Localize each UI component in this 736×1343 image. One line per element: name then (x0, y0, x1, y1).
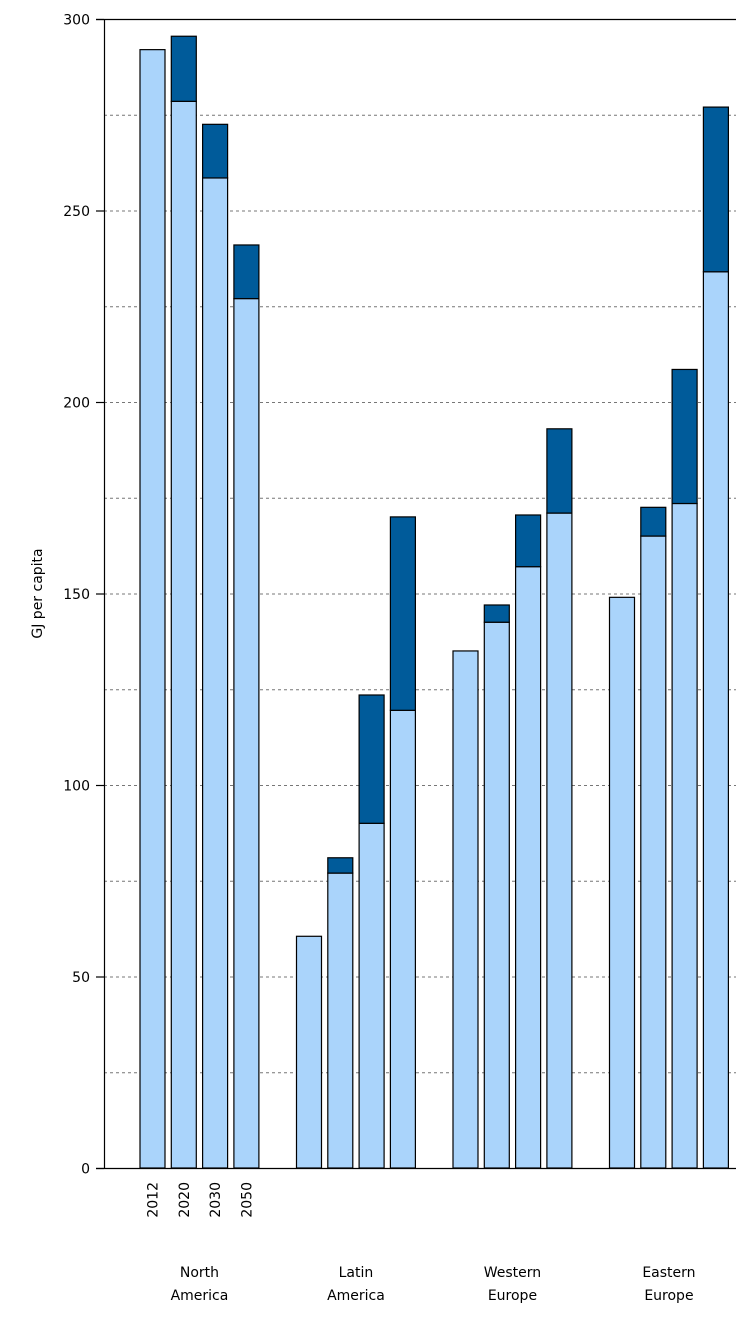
bar-base (452, 650, 479, 1169)
y-tick-label: 0 (81, 1162, 90, 1178)
y-tick-label: 300 (63, 13, 90, 29)
bar-base (671, 502, 698, 1169)
region-label: Eastern (642, 1265, 695, 1281)
bar-top (327, 857, 354, 874)
region-label: Latin (339, 1265, 374, 1281)
x-labels: 2012 2020 2030 2050 North America Latin America… (146, 1182, 696, 1304)
y-tick-label: 150 (63, 587, 90, 603)
bars (139, 35, 730, 1169)
bar-top (202, 123, 229, 179)
bar-base (546, 512, 573, 1169)
bar-base (702, 271, 730, 1169)
region-label: Europe (644, 1288, 693, 1304)
bar-base (139, 49, 166, 1169)
y-axis-label: GJ per capita (30, 548, 46, 638)
bar-base (514, 566, 542, 1169)
bar-top (483, 604, 510, 623)
region-label: Western (484, 1265, 541, 1281)
bar-top (389, 516, 416, 711)
bar-base (389, 709, 416, 1169)
axes (96, 18, 736, 1170)
bar-base (295, 935, 323, 1169)
region-label: Europe (488, 1288, 537, 1304)
year-label: 2050 (239, 1182, 255, 1218)
year-label: 2012 (146, 1182, 162, 1218)
bar-top (671, 368, 698, 505)
bar-base (233, 297, 260, 1169)
bar-base (170, 100, 197, 1169)
bar-base (483, 621, 510, 1169)
bar-top (514, 514, 542, 568)
bar-base (608, 596, 636, 1169)
bar-base (640, 535, 667, 1169)
y-tick-label: 250 (63, 204, 90, 220)
y-ticks: 0 50 100 150 200 250 300 (63, 13, 104, 1178)
year-label: 2030 (208, 1182, 224, 1218)
bar-top (702, 106, 730, 273)
y-tick-label: 100 (63, 779, 90, 795)
bar-base (358, 822, 385, 1169)
bar-base (327, 872, 354, 1169)
y-tick-label: 50 (72, 970, 90, 986)
bar-top (170, 35, 197, 102)
bar-top (358, 694, 385, 824)
y-tick-label: 200 (63, 396, 90, 412)
bar-top (546, 428, 573, 514)
region-label: America (171, 1288, 229, 1304)
bar-top (640, 506, 667, 537)
bar-base (202, 177, 229, 1169)
bar-top (233, 244, 260, 300)
region-label: America (327, 1288, 385, 1304)
region-label: North (180, 1265, 219, 1281)
year-label: 2020 (177, 1182, 193, 1218)
